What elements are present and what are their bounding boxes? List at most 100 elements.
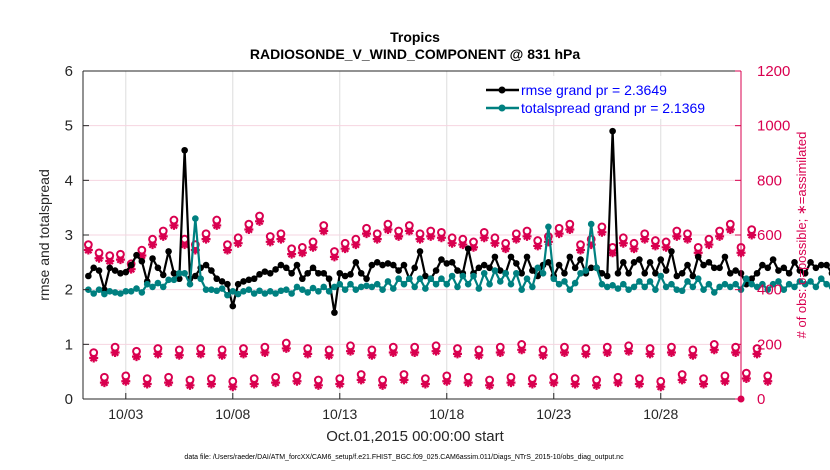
obs-upper-possible-marker: [148, 234, 157, 244]
totalspread-point: [716, 283, 723, 291]
totalspread-point: [603, 283, 611, 291]
obs-lower-possible-marker: [206, 374, 216, 384]
totalspread-point: [293, 283, 301, 291]
series-lines: [85, 127, 830, 316]
rmse-point: [347, 271, 354, 278]
obs-lower-possible-marker: [560, 342, 569, 352]
totalspread-point: [304, 289, 311, 296]
obs-lower-possible-marker: [570, 374, 580, 384]
rmse-point: [133, 251, 140, 259]
rmse-point: [111, 267, 119, 274]
obs-lower-possible-marker: [420, 374, 430, 384]
obs-upper-possible-marker: [554, 223, 564, 233]
rmse-point: [748, 275, 755, 283]
axis-ticks: 10/03 10/08 10/13 10/18 10/23 10/28 0 1 2 3 4 5 6 0 20…: [65, 63, 791, 422]
totalspread-point: [277, 287, 285, 295]
obs-lower-possible-marker: [667, 342, 676, 352]
obs-lower-possible-marker: [720, 371, 730, 381]
totalspread-point: [208, 286, 215, 293]
rmse-point: [609, 127, 616, 135]
totalspread-point: [427, 275, 435, 283]
rmse-point: [208, 267, 215, 274]
obs-lower-possible-marker: [763, 371, 773, 381]
rmse-point: [250, 275, 258, 283]
rmse-point: [480, 261, 488, 269]
rmse-point: [475, 264, 483, 272]
totalspread-point: [550, 275, 558, 283]
rmse-point: [710, 264, 718, 272]
rmse-point: [716, 264, 723, 272]
totalspread-point: [700, 286, 707, 293]
obs-upper-possible-marker: [725, 219, 735, 229]
totalspread-point: [657, 272, 665, 280]
totalspread-point: [159, 283, 167, 291]
rmse-point: [224, 280, 231, 288]
totalspread-point: [486, 280, 493, 288]
totalspread-point: [416, 275, 424, 283]
rmse-point: [438, 256, 445, 263]
rmse-point: [764, 264, 772, 272]
rmse-point: [234, 280, 242, 288]
totalspread-point: [523, 275, 531, 283]
obs-lower-possible-marker: [624, 341, 634, 351]
obs-lower-possible-marker: [527, 374, 537, 384]
obs-lower-possible-marker: [485, 375, 494, 385]
totalspread-point: [197, 275, 204, 283]
totalspread-point: [111, 289, 119, 296]
rmse-point: [357, 269, 365, 277]
obs-lower-possible-marker: [303, 344, 313, 353]
rmse-point: [395, 267, 402, 274]
y-right-tick-label: 1000: [757, 118, 790, 135]
obs-upper-possible-marker: [297, 243, 307, 252]
obs-lower-possible-marker: [677, 370, 687, 379]
rmse-point: [170, 269, 178, 277]
chart-subtitle: RADIOSONDE_V_WIND_COMPONENT @ 831 hPa: [250, 46, 580, 62]
obs-upper-possible-marker: [469, 237, 478, 247]
grid: [83, 71, 741, 399]
obs-upper-possible-marker: [479, 227, 489, 237]
totalspread-point: [90, 290, 97, 297]
totalspread-point: [780, 286, 788, 293]
rmse-point: [122, 268, 130, 276]
rmse-point: [636, 256, 643, 263]
totalspread-point: [727, 283, 734, 291]
obs-upper-possible-marker: [201, 229, 211, 239]
legend-rmse-marker: [498, 86, 506, 94]
rmse-point: [331, 309, 338, 316]
rmse-point: [159, 271, 167, 279]
y-right-tick-label: 400: [757, 282, 782, 299]
totalspread-point: [406, 275, 413, 283]
rmse-point: [684, 261, 691, 269]
obs-lower-possible-marker: [634, 374, 644, 384]
rmse-point: [165, 248, 172, 255]
obs-upper-possible-marker: [415, 229, 425, 239]
totalspread-point: [106, 288, 114, 295]
obs-upper-possible-marker: [640, 229, 650, 239]
obs-upper-possible-marker: [437, 227, 446, 237]
totalspread-point: [325, 288, 333, 295]
rmse-point: [641, 269, 649, 277]
totalspread-point: [721, 280, 729, 288]
totalspread-point: [630, 283, 638, 291]
totalspread-point: [154, 279, 162, 287]
obs-lower-possible-marker: [688, 345, 698, 355]
obs-lower-possible-marker: [699, 374, 708, 384]
y-right-axis-label: # of obs: o=possible; ∗=assimilated: [794, 132, 809, 339]
rmse-point: [245, 276, 253, 284]
totalspread-point: [593, 264, 600, 272]
obs-upper-possible-marker: [362, 223, 371, 233]
obs-upper-possible-marker: [223, 240, 232, 250]
totalspread-point: [796, 278, 804, 285]
rmse-point: [277, 261, 285, 269]
totalspread-point: [689, 283, 697, 291]
obs-upper-possible-marker: [458, 234, 468, 244]
data-file-footnote: data file: /Users/raeder/DAI/ATM_forcXX/…: [184, 454, 624, 461]
rmse-point: [694, 253, 702, 261]
obs-upper-possible-marker: [672, 226, 682, 236]
totalspread-point: [518, 286, 525, 293]
totalspread-point: [336, 280, 344, 288]
chart-title: Tropics: [390, 29, 440, 45]
obs-lower-possible-marker: [89, 348, 99, 358]
obs-upper-possible-marker: [158, 226, 168, 236]
totalspread-point: [363, 282, 370, 290]
